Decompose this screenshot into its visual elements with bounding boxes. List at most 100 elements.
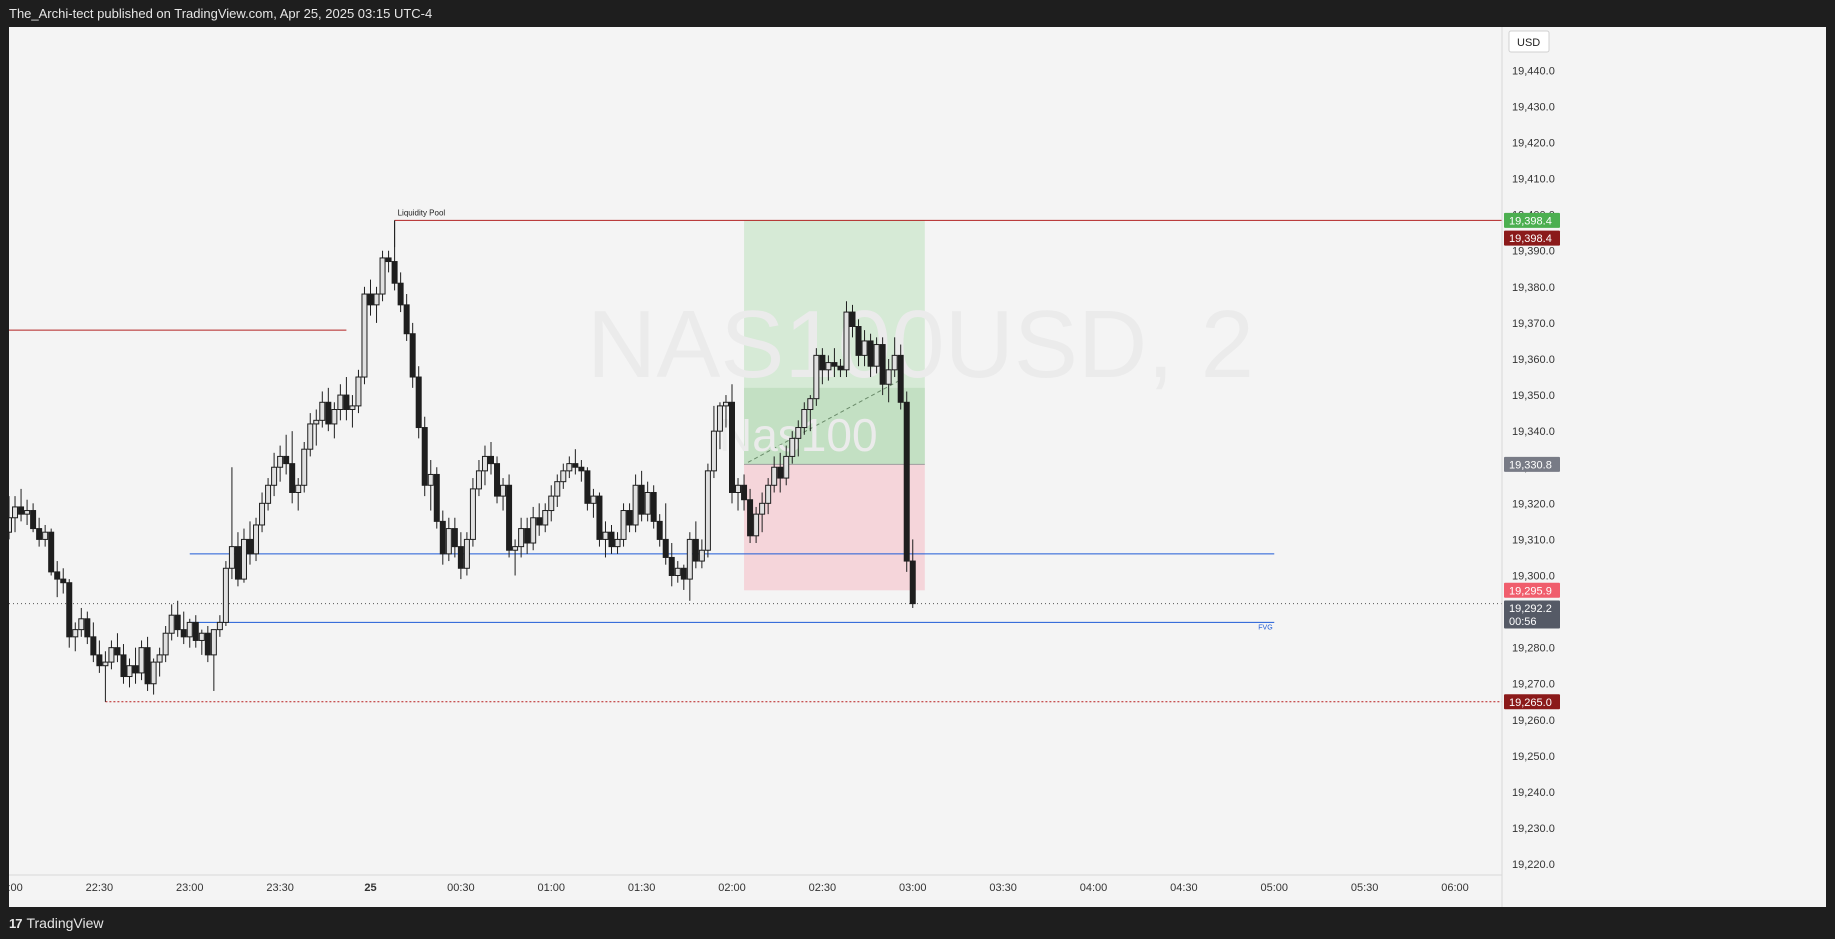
- candle[interactable]: [144, 636, 151, 691]
- candle[interactable]: [524, 517, 531, 554]
- candle[interactable]: [222, 561, 229, 627]
- candle[interactable]: [536, 503, 543, 536]
- candle[interactable]: [355, 369, 362, 414]
- candle[interactable]: [295, 478, 302, 511]
- candle[interactable]: [644, 481, 651, 522]
- candle[interactable]: [192, 615, 199, 648]
- candle[interactable]: [843, 301, 850, 378]
- candle[interactable]: [271, 452, 278, 497]
- candle[interactable]: [198, 629, 205, 655]
- candle[interactable]: [861, 330, 868, 367]
- candle[interactable]: [903, 391, 910, 572]
- candle[interactable]: [168, 604, 175, 641]
- candle[interactable]: [469, 478, 476, 547]
- currency-label[interactable]: USD: [1517, 37, 1540, 49]
- candle[interactable]: [240, 528, 247, 583]
- candle[interactable]: [156, 647, 163, 677]
- candle[interactable]: [668, 543, 675, 587]
- candle[interactable]: [391, 220, 398, 291]
- candle[interactable]: [692, 521, 699, 569]
- candle[interactable]: [60, 568, 67, 594]
- candle[interactable]: [385, 250, 392, 273]
- candle[interactable]: [530, 506, 537, 551]
- candle[interactable]: [722, 395, 729, 428]
- candle[interactable]: [253, 517, 260, 562]
- candle[interactable]: [614, 532, 621, 554]
- candle[interactable]: [518, 517, 525, 558]
- candle[interactable]: [301, 441, 308, 493]
- candle[interactable]: [885, 358, 892, 403]
- candle[interactable]: [747, 488, 754, 544]
- candle[interactable]: [554, 474, 561, 507]
- candle[interactable]: [783, 445, 790, 486]
- candle[interactable]: [560, 463, 567, 489]
- candle[interactable]: [867, 333, 874, 378]
- candle[interactable]: [132, 647, 139, 684]
- candle[interactable]: [78, 607, 85, 637]
- candle[interactable]: [771, 456, 778, 493]
- candle[interactable]: [247, 521, 253, 565]
- candle[interactable]: [337, 384, 344, 421]
- candle[interactable]: [674, 561, 681, 583]
- candle[interactable]: [753, 506, 760, 544]
- candle[interactable]: [608, 524, 615, 554]
- candle[interactable]: [855, 319, 862, 367]
- candle[interactable]: [36, 517, 43, 547]
- candle[interactable]: [427, 460, 434, 511]
- stop-zone[interactable]: [744, 464, 925, 591]
- candle[interactable]: [415, 366, 422, 439]
- candle[interactable]: [548, 485, 555, 522]
- candle[interactable]: [228, 467, 235, 580]
- candle[interactable]: [48, 528, 55, 576]
- candle[interactable]: [831, 348, 838, 378]
- candle[interactable]: [66, 579, 73, 648]
- candle[interactable]: [42, 524, 49, 547]
- candle[interactable]: [891, 337, 898, 378]
- candle[interactable]: [361, 286, 368, 385]
- candle[interactable]: [789, 431, 796, 464]
- candle[interactable]: [680, 564, 687, 590]
- candle[interactable]: [710, 405, 717, 479]
- candle[interactable]: [174, 600, 181, 637]
- candle[interactable]: [283, 434, 290, 475]
- candle[interactable]: [379, 250, 386, 302]
- candle[interactable]: [759, 492, 766, 533]
- candle[interactable]: [289, 431, 296, 504]
- candle[interactable]: [30, 503, 37, 533]
- candle[interactable]: [735, 478, 742, 511]
- candle[interactable]: [138, 640, 145, 681]
- candle[interactable]: [84, 611, 91, 645]
- chart-area[interactable]: NAS100USD, 2 Nas100 Liquidity Pool FVG USD…: [0, 27, 1826, 907]
- candle[interactable]: [765, 478, 772, 515]
- candle[interactable]: [457, 532, 464, 580]
- candle[interactable]: [729, 384, 735, 504]
- candle[interactable]: [234, 532, 241, 587]
- candle[interactable]: [126, 658, 133, 688]
- candle[interactable]: [813, 348, 820, 406]
- candle[interactable]: [825, 355, 832, 381]
- candle[interactable]: [349, 395, 356, 428]
- candle[interactable]: [632, 474, 639, 533]
- candle[interactable]: [777, 452, 784, 493]
- candle[interactable]: [819, 348, 826, 385]
- candle[interactable]: [343, 377, 350, 421]
- candle[interactable]: [662, 503, 669, 565]
- candle[interactable]: [849, 304, 856, 338]
- candle[interactable]: [367, 279, 374, 316]
- candle[interactable]: [704, 463, 711, 558]
- candle[interactable]: [488, 441, 494, 475]
- candle[interactable]: [506, 474, 513, 558]
- candle[interactable]: [403, 294, 410, 341]
- candle[interactable]: [873, 337, 880, 374]
- candle[interactable]: [331, 402, 338, 439]
- candle[interactable]: [795, 420, 802, 457]
- candle[interactable]: [325, 387, 332, 432]
- brand[interactable]: 17 TradingView: [9, 915, 104, 931]
- candle[interactable]: [180, 611, 187, 645]
- candle[interactable]: [114, 633, 121, 663]
- candle[interactable]: [210, 629, 217, 691]
- candle[interactable]: [186, 618, 193, 648]
- candle[interactable]: [596, 492, 603, 547]
- candle[interactable]: [897, 344, 904, 410]
